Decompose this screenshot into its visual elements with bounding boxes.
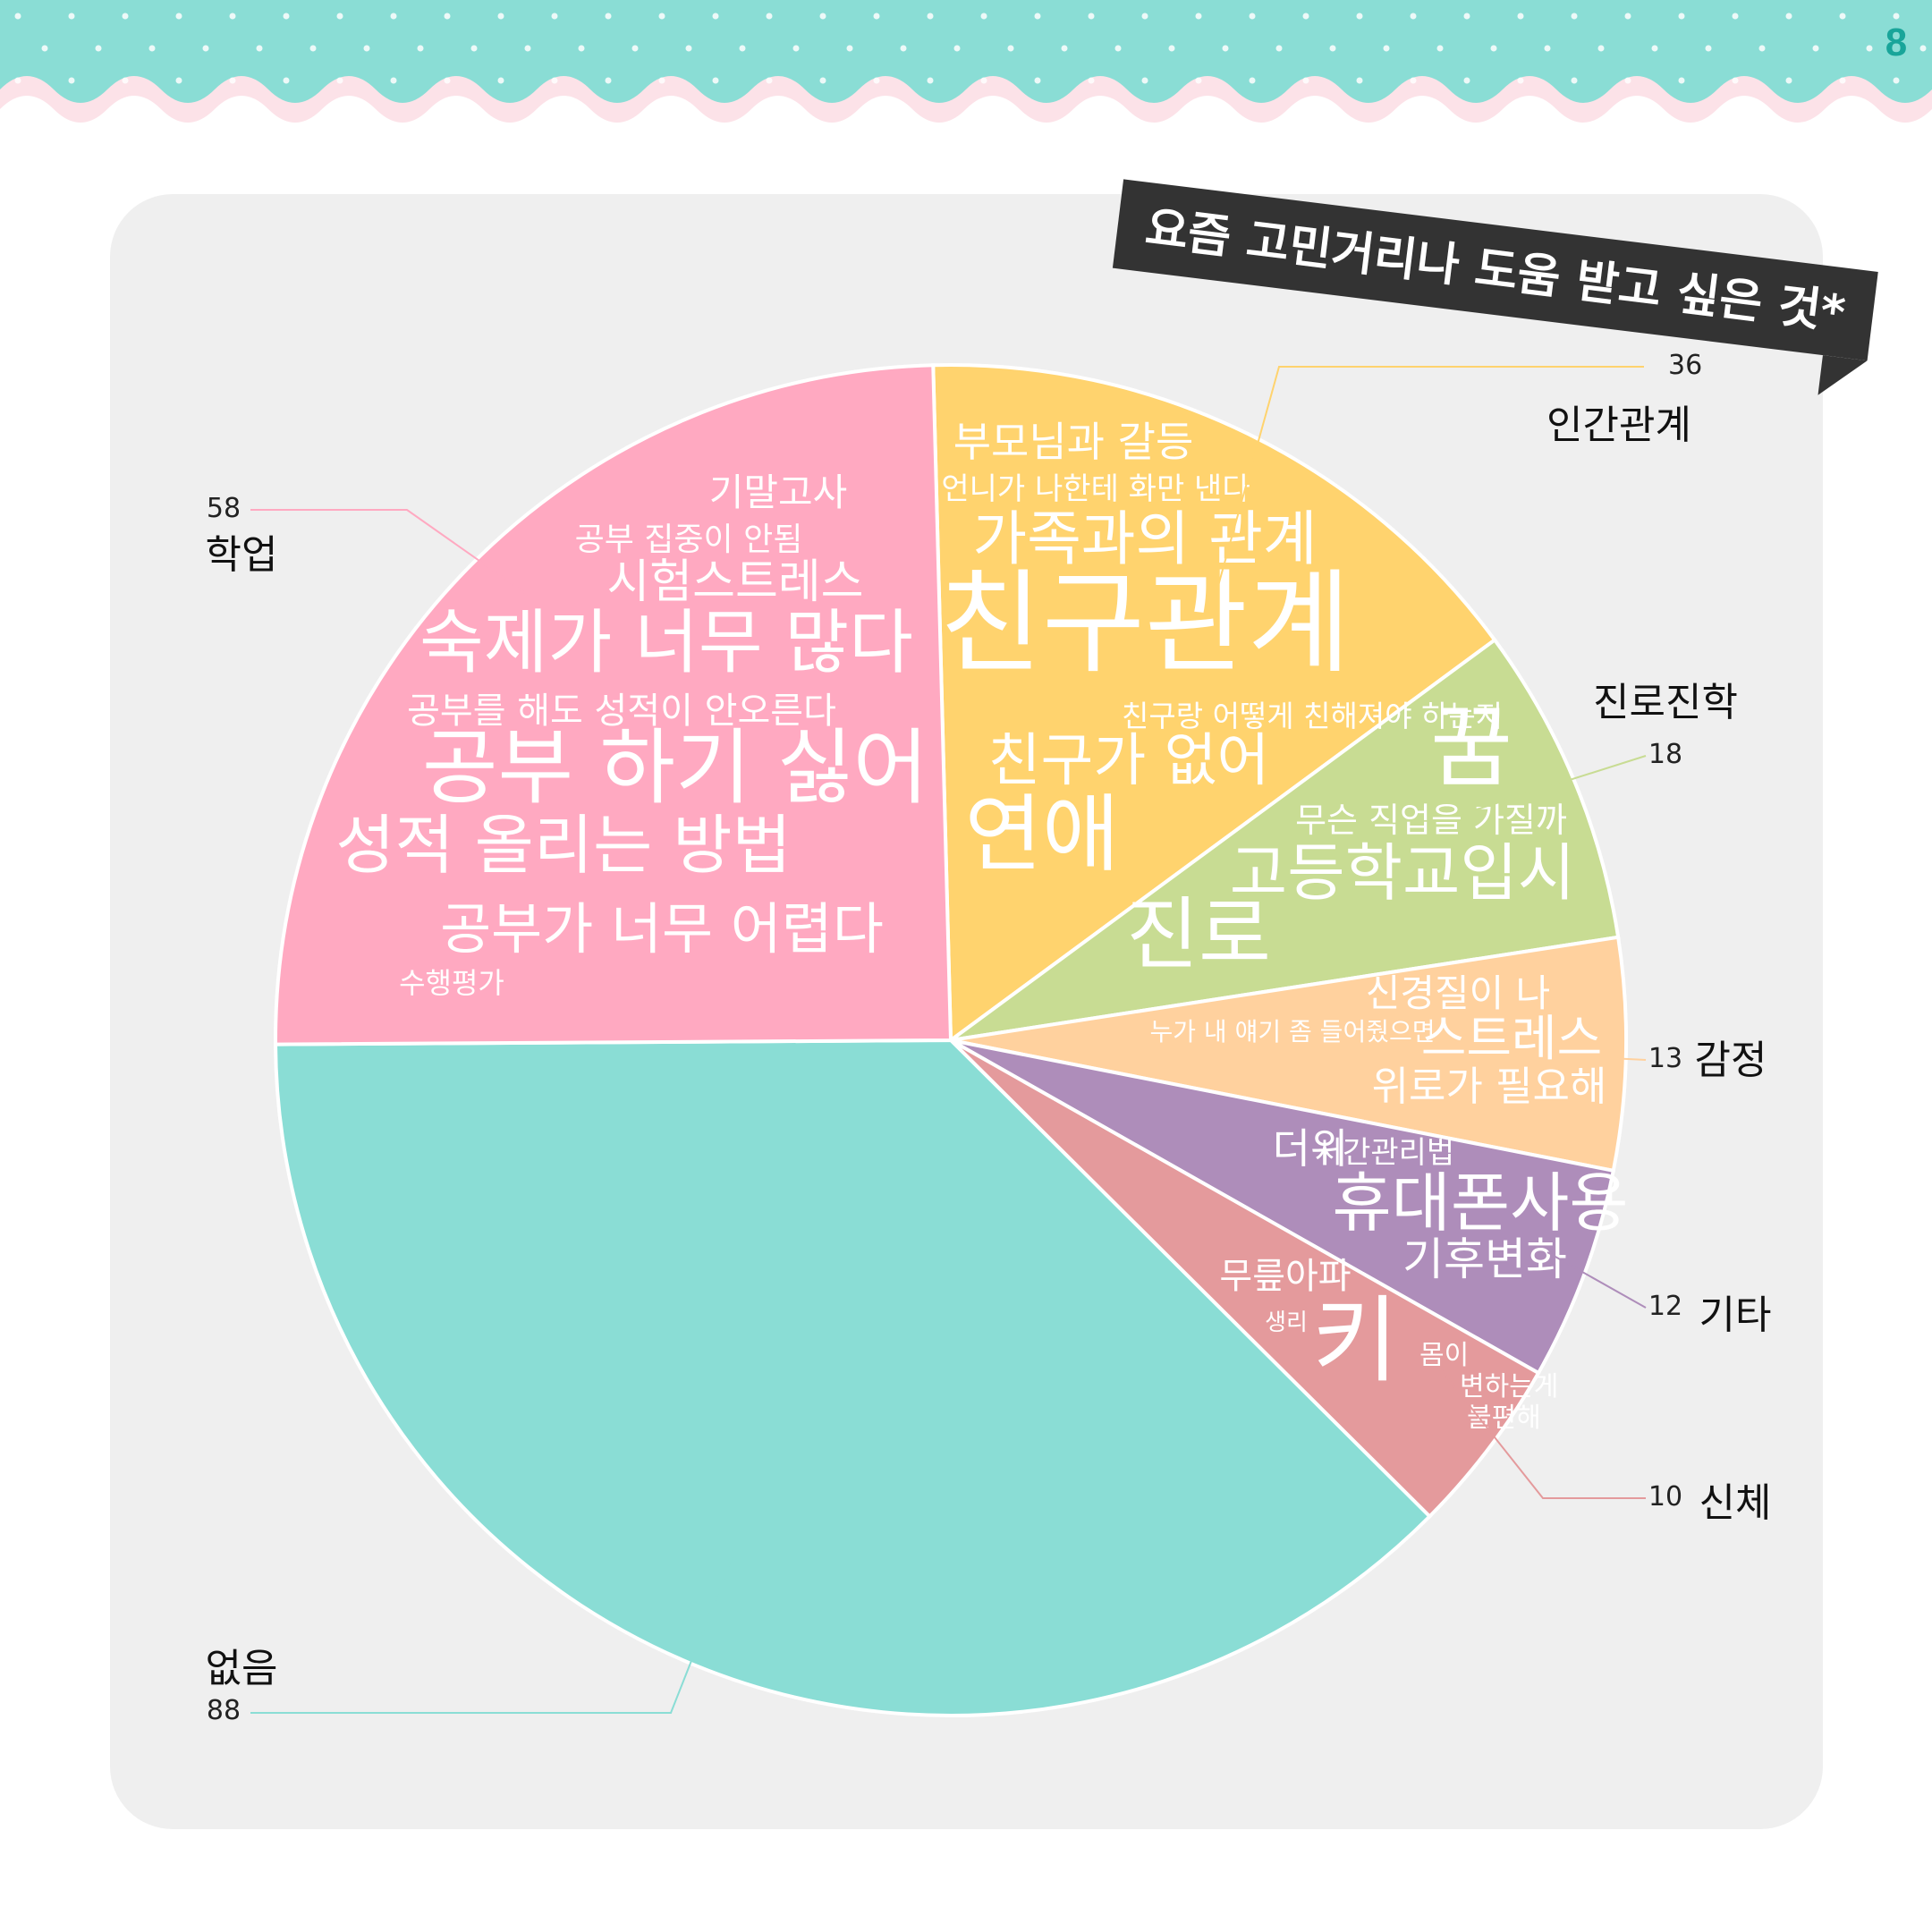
slice-word: 몸이 (1419, 1340, 1469, 1371)
slice-word: 연애 (965, 786, 1120, 884)
slice-word: 꿈 (1430, 695, 1513, 800)
slice-word: 친구랑 어떻게 친해져야 하는지 (1122, 699, 1503, 733)
slice-category-label: 학업 (206, 532, 278, 578)
leader-line (1462, 755, 1647, 815)
slice-value-label: 58 (207, 493, 241, 524)
pie-slice (949, 1038, 1541, 1520)
leader-line (1546, 1251, 1647, 1309)
slice-word: 무릎아파 (1219, 1256, 1351, 1297)
slice-value-label: 36 (1668, 350, 1702, 381)
slice-word: 고등학교입시 (1230, 836, 1575, 910)
slice-word: 무슨 직업을 가질까 (1295, 801, 1567, 840)
slice-word: 스트레스 (1421, 1010, 1602, 1067)
pie-slice (931, 363, 1497, 1044)
pie-slice (274, 363, 953, 1046)
slice-word: 불편해 (1467, 1402, 1541, 1434)
leader-line (250, 1542, 739, 1714)
slice-word: 누가 내 얘기 좀 들어줬으면 (1150, 1017, 1436, 1046)
slice-word: 언니가 나한테 화만 낸다 (941, 471, 1250, 507)
leader-line (1439, 1368, 1646, 1499)
slice-word: 더위 (1273, 1124, 1349, 1173)
slice-word: 진로 (1126, 888, 1271, 980)
slice-word: 기후변화 (1402, 1233, 1567, 1285)
slice-word: 공부가 너무 어렵다 (440, 896, 884, 962)
slice-word: 공부를 해도 성적이 안오른다 (407, 691, 836, 732)
slice-word: 신경질이 나 (1366, 971, 1551, 1015)
slice-category-label: 없음 (206, 1646, 278, 1691)
slice-category-label: 인간관계 (1546, 402, 1691, 448)
slice-word: 공부 하기 싫어 (422, 720, 928, 816)
slice-word: 생리 (1265, 1309, 1308, 1336)
slice-word: 숙제가 너무 많다 (419, 603, 913, 683)
slice-category-label: 신체 (1699, 1480, 1772, 1526)
slice-word: 친구관계 (939, 559, 1351, 689)
page-number: 8 (1885, 21, 1907, 64)
slice-value-label: 88 (207, 1695, 241, 1726)
slice-word: 성적 올리는 방법 (335, 808, 791, 883)
slice-category-label: 감정 (1695, 1038, 1767, 1083)
pie-slice (950, 935, 1628, 1174)
pie-slice (949, 637, 1621, 1042)
slice-word: 변하는게 (1460, 1371, 1558, 1402)
pie-slice (950, 1038, 1616, 1376)
leader-line (1591, 1056, 1647, 1061)
slice-word: 부모님과 갈등 (953, 418, 1194, 466)
slice-word: 휴대폰사용 (1332, 1165, 1628, 1241)
slice-value-label: 12 (1648, 1291, 1682, 1322)
leader-line (250, 509, 529, 596)
slice-category-label: 기타 (1699, 1292, 1772, 1338)
slice-word: 시험스트레스 (606, 555, 863, 609)
slice-word: 공부 집중이 안됨 (575, 521, 803, 558)
slice-word: 가족과의 관계 (972, 504, 1317, 573)
slice-category-label: 진로진학 (1593, 680, 1738, 725)
slice-value-label: 10 (1648, 1481, 1682, 1513)
pie-slice (273, 1038, 1433, 1717)
slice-word: 친구가 없어 (988, 728, 1270, 794)
slice-word: 시간관리법 (1315, 1135, 1454, 1171)
slice-value-label: 13 (1648, 1043, 1682, 1074)
leader-line (1211, 366, 1644, 609)
slice-word: 기말고사 (709, 470, 848, 514)
slice-word: 수행평가 (399, 966, 504, 1000)
slice-value-label: 18 (1648, 739, 1682, 770)
header-banner (0, 0, 1932, 123)
slice-word: 위로가 필요해 (1372, 1063, 1607, 1110)
slice-word: 키 (1312, 1286, 1399, 1395)
